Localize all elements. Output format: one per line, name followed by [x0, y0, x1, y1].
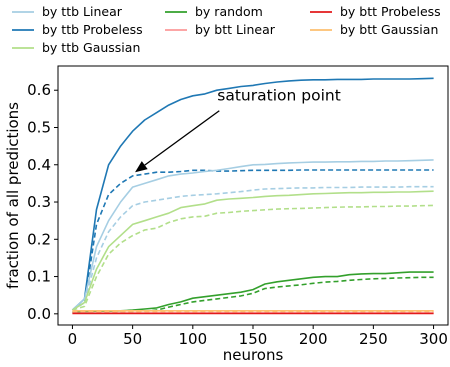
legend-label: by ttb Gaussian — [42, 40, 140, 55]
series-line-2 — [71, 159, 434, 311]
y-tick-label: 0.2 — [27, 230, 51, 248]
y-tick-label: 0.6 — [27, 81, 51, 99]
legend-label: by btt Gaussian — [340, 22, 438, 37]
x-tick-label: 50 — [123, 330, 142, 348]
legend-label: by random — [195, 4, 263, 19]
annotation-arrow-shaft — [144, 110, 220, 166]
y-tick-label: 0.3 — [27, 193, 51, 211]
plot-lines — [71, 77, 434, 315]
series-line-3 — [71, 185, 434, 311]
x-tick-label: 100 — [178, 330, 207, 348]
annotation-text: saturation point — [217, 87, 341, 105]
x-tick-label: 150 — [239, 330, 268, 348]
y-tick-label: 0.0 — [27, 305, 51, 323]
y-tick-label: 0.4 — [27, 156, 51, 174]
annotation-arrow-head — [135, 161, 148, 173]
legend-label: by btt Probeless — [340, 4, 441, 19]
x-tick-label: 200 — [299, 330, 328, 348]
x-axis-label: neurons — [223, 346, 284, 364]
legend-label: by ttb Linear — [42, 4, 123, 19]
x-tick-label: 0 — [68, 330, 78, 348]
legend-label: by btt Linear — [195, 22, 276, 37]
series-line-4 — [71, 190, 434, 311]
x-axis-ticks: 0 50 100 150 200 250 300 — [68, 325, 448, 348]
series-line-5 — [72, 204, 434, 311]
y-tick-label: 0.1 — [27, 268, 51, 286]
x-tick-label: 250 — [359, 330, 388, 348]
x-tick-label: 300 — [419, 330, 448, 348]
series-line-0 — [71, 77, 434, 311]
series-line-1 — [71, 169, 434, 311]
y-tick-label: 0.5 — [27, 118, 51, 136]
legend: by ttb Linear by random by btt Probeless by… — [12, 4, 441, 55]
annotation: saturation point — [135, 87, 341, 173]
y-axis-ticks: 0.0 0.1 0.2 0.3 0.4 0.5 0.6 — [27, 81, 58, 323]
legend-label: by ttb Probeless — [42, 22, 143, 37]
y-axis-label: fraction of all predictions — [4, 102, 22, 289]
